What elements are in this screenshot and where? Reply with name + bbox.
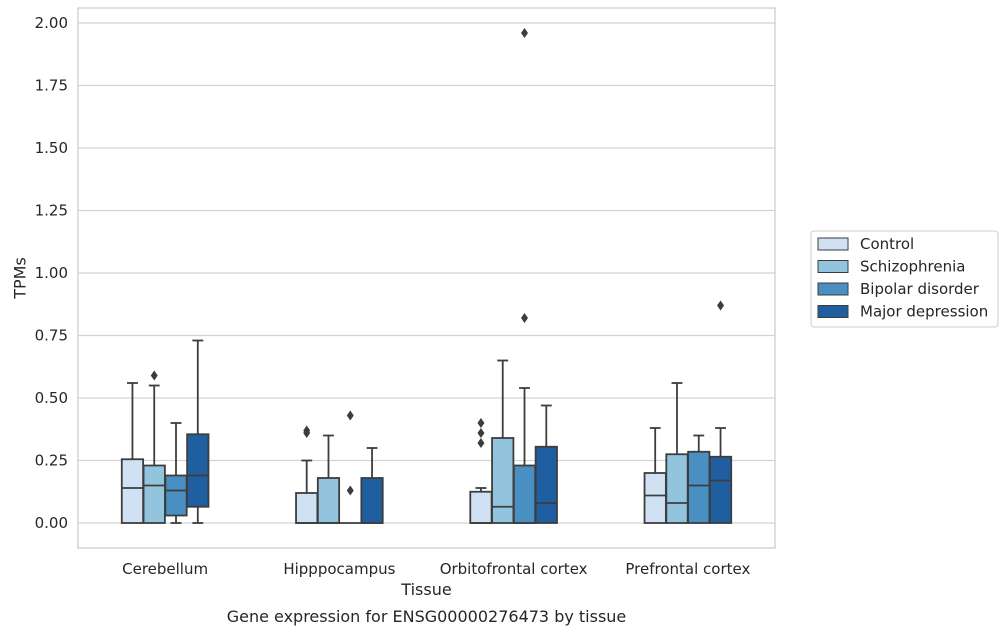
box-body (512, 464, 537, 524)
y-tick-label: 0.75 (35, 327, 68, 345)
box-bipolar-disorder (339, 410, 361, 524)
legend-label: Schizophrenia (860, 258, 965, 276)
box-major-depression (186, 339, 210, 524)
box-major-depression (534, 404, 558, 524)
outlier-marker (346, 485, 354, 496)
legend-swatch (817, 282, 849, 296)
chart-caption: Gene expression for ENSG00000276473 by t… (227, 607, 627, 626)
box-body (164, 474, 188, 517)
box-body (491, 437, 515, 524)
y-tick-label: 0.25 (35, 452, 68, 470)
box-major-depression (360, 447, 384, 524)
outlier-marker (150, 370, 158, 381)
box-control (120, 382, 145, 524)
legend-label: Bipolar disorder (860, 280, 980, 298)
box-body (687, 450, 711, 524)
box-body (295, 492, 319, 524)
y-axis-label: TPMs (11, 257, 30, 300)
box-major-depression (708, 300, 733, 524)
y-tick-label: 1.00 (35, 264, 68, 282)
box-schizophrenia (491, 359, 515, 524)
legend-label: Control (860, 235, 914, 253)
box-control (643, 427, 667, 524)
box-body (708, 455, 733, 524)
legend-swatch (817, 237, 849, 251)
y-tick-label: 2.00 (35, 14, 68, 32)
plot-frame (77, 7, 776, 549)
box-control (469, 418, 493, 524)
outlier-marker (346, 410, 354, 421)
outlier-marker (717, 300, 725, 311)
outlier-marker (521, 28, 529, 38)
box-body (316, 477, 341, 524)
y-tick-label: 1.25 (35, 202, 68, 220)
outlier-marker (477, 438, 485, 448)
x-tick-label: Prefrontal cortex (625, 560, 750, 578)
x-tick-label: Cerebellum (122, 560, 208, 578)
box-body (534, 445, 558, 524)
x-tick-label: Hipppocampus (283, 560, 395, 578)
legend-frame (810, 230, 999, 328)
y-tick-label: 1.50 (35, 139, 68, 157)
box-body (120, 458, 145, 524)
legend-swatch (817, 260, 849, 273)
outlier-marker (477, 418, 485, 428)
y-tick-label: 0.00 (35, 514, 68, 532)
box-body (186, 433, 210, 508)
y-axis-ticks: 0.00 0.25 0.50 0.75 1.00 1.25 1.50 1.75 2.00 (35, 14, 68, 532)
outlier-marker (521, 313, 529, 323)
box-groups (120, 28, 733, 524)
y-tick-label: 1.75 (35, 77, 68, 95)
y-tick-label: 0.50 (35, 389, 68, 407)
box-body (142, 464, 166, 524)
box-control (295, 425, 319, 524)
box-body (360, 477, 384, 524)
box-schizophrenia (316, 434, 341, 524)
x-tick-label: Orbitofrontal cortex (440, 560, 588, 578)
box-schizophrenia (142, 370, 166, 524)
outlier-marker (477, 428, 485, 438)
legend-label: Major depression (860, 303, 988, 321)
legend: Control Schizophrenia Bipolar disorder Majo… (810, 230, 999, 328)
x-axis-ticks: Cerebellum Hipppocampus Orbitofrontal cort… (122, 560, 750, 578)
box-body (469, 490, 493, 524)
box-body (665, 453, 689, 524)
legend-swatch (817, 305, 849, 318)
box-body (643, 472, 667, 524)
box-bipolar-disorder (512, 28, 537, 524)
outlier-marker (303, 425, 311, 436)
box-bipolar-disorder (164, 422, 188, 524)
x-axis-label: Tissue (400, 580, 451, 599)
